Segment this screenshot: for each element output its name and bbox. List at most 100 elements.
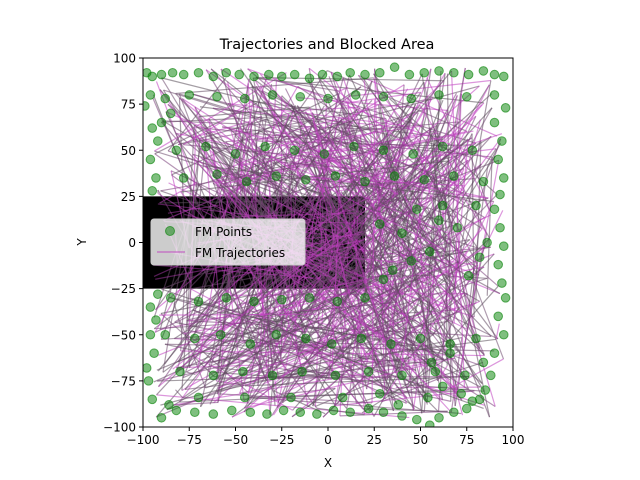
fm-point <box>271 171 282 181</box>
trajectory-segment <box>238 127 258 146</box>
fm-point <box>461 403 472 414</box>
trajectory-segment <box>326 70 468 133</box>
trajectory-segment <box>426 300 459 390</box>
trajectory-segment <box>290 161 444 192</box>
trajectory-segment <box>316 278 370 291</box>
fm-point <box>378 407 389 418</box>
trajectory-segment <box>373 183 454 260</box>
trajectory-segment <box>166 236 442 411</box>
trajectory-segment <box>175 77 374 95</box>
fm-point <box>167 67 178 78</box>
trajectory-segment <box>315 202 355 228</box>
fm-point <box>160 329 170 340</box>
trajectory-segment <box>284 88 415 346</box>
fm-point <box>184 90 195 100</box>
fm-point <box>449 171 459 181</box>
trajectory-segment <box>243 189 390 409</box>
trajectory-segment <box>192 153 443 401</box>
trajectory-segment <box>404 284 460 313</box>
trajectory-segment <box>381 377 442 403</box>
fm-point <box>474 252 485 263</box>
fm-point <box>147 123 158 133</box>
trajectory-segment <box>158 316 252 356</box>
fm-point <box>175 366 185 377</box>
trajectory-segment <box>276 161 299 178</box>
fm-points-series <box>143 62 511 427</box>
fm-point <box>156 117 167 128</box>
fm-point <box>393 400 404 410</box>
fm-point <box>289 69 300 80</box>
fm-point <box>363 366 374 377</box>
fm-point <box>449 67 459 78</box>
fm-point <box>375 219 385 229</box>
fm-point <box>498 173 509 183</box>
fm-point <box>323 93 333 104</box>
trajectory-segment <box>192 93 236 108</box>
x-tick-label: −75 <box>177 433 202 447</box>
trajectory-segment <box>200 264 290 272</box>
fm-point <box>156 412 167 423</box>
fm-point <box>304 293 315 303</box>
trajectory-segment <box>337 296 369 361</box>
x-tick-label: 0 <box>324 433 332 447</box>
fm-point <box>271 329 282 340</box>
fm-point <box>389 171 400 181</box>
fm-point <box>478 66 489 76</box>
fm-point <box>434 90 444 100</box>
fm-point <box>193 296 204 307</box>
fm-point <box>208 370 219 381</box>
trajectory-segment <box>367 107 491 418</box>
legend: FM Points FM Trajectories <box>150 218 306 266</box>
fm-point <box>434 66 444 76</box>
y-tick-label: 25 <box>121 190 136 204</box>
fm-point <box>330 171 341 181</box>
trajectory-segment <box>328 160 449 304</box>
trajectory-segment <box>344 356 428 365</box>
trajectory-segment <box>361 351 459 414</box>
fm-point <box>267 370 278 381</box>
fm-point <box>212 91 222 102</box>
fm-point <box>493 311 504 322</box>
trajectory-segment <box>387 307 460 379</box>
trajectory-segment <box>486 157 493 296</box>
fm-point <box>147 394 158 405</box>
fm-point <box>264 69 274 80</box>
fm-point <box>495 222 505 233</box>
trajectory-segment <box>273 338 333 392</box>
y-tick-label: −25 <box>111 282 136 296</box>
trajectory-segment <box>303 221 335 240</box>
trajectory-segment <box>252 141 393 392</box>
fm-point <box>241 176 252 187</box>
trajectory-segment <box>223 130 474 185</box>
fm-point <box>249 296 259 307</box>
fm-point <box>404 69 415 80</box>
fm-point <box>500 293 511 303</box>
x-tick-label: −100 <box>127 433 160 447</box>
trajectory-segment <box>220 68 352 158</box>
fm-point <box>406 256 417 266</box>
fm-point <box>408 149 418 159</box>
trajectory-segment <box>184 70 453 390</box>
trajectory-segment <box>192 153 435 230</box>
fm-point <box>434 215 444 226</box>
fm-point <box>437 381 448 392</box>
fm-point <box>295 407 306 418</box>
fm-point <box>412 414 422 425</box>
fm-point <box>267 90 278 100</box>
trajectory-segment <box>198 106 310 118</box>
fm-point <box>495 189 505 200</box>
trajectory-segment <box>175 389 184 399</box>
fm-point <box>221 293 232 303</box>
trajectory-segment <box>399 127 431 376</box>
fm-point <box>445 339 455 349</box>
x-tick-label: 75 <box>459 433 474 447</box>
trajectory-segment <box>173 153 478 249</box>
fm-point <box>456 388 467 399</box>
trajectory-segment <box>327 224 337 274</box>
trajectory-segment <box>173 303 183 333</box>
fm-point <box>397 370 407 381</box>
fm-point <box>350 90 361 100</box>
trajectory-segment <box>369 180 388 241</box>
trajectory-segment <box>371 99 376 403</box>
fm-point <box>426 357 437 368</box>
